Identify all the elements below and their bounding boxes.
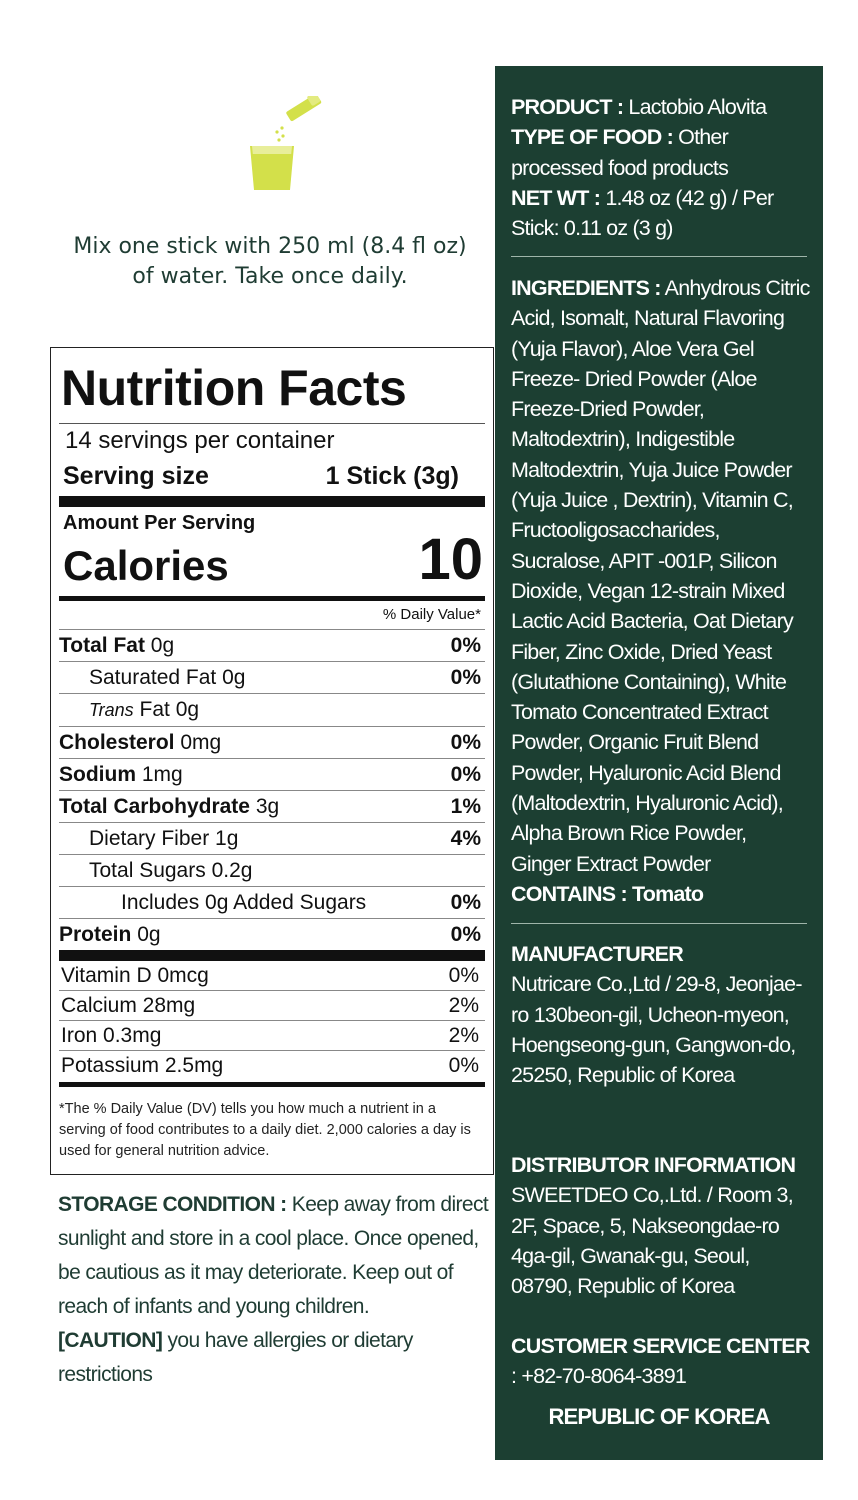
ingredients-section: INGREDIENTS : Anhydrous Citric Acid, Iso… (511, 273, 811, 909)
country-label: REPUBLIC OF KOREA (548, 1404, 770, 1429)
product-label: PRODUCT : (511, 95, 624, 119)
vitamins-list: Vitamin D 0mcg 0% Calcium 28mg 2% Iron 0.3… (59, 961, 485, 1080)
distributor-text: SWEETDEO Co,.Ltd. / Room 3, 2F, Space, 5… (511, 1183, 794, 1299)
product-value: Lactobio Alovita (623, 95, 767, 119)
customer-service-phone: : +82-70-8064-3891 (511, 1364, 687, 1389)
manufacturer-text: Nutricare Co.,Ltd / 29-8, Jeonjae-ro 130… (511, 972, 802, 1088)
directions-text: Mix one stick with 250 ml (8.4 fl oz) of… (30, 232, 510, 292)
vitamin-row: Vitamin D 0mcg 0% (61, 964, 479, 987)
serving-size-label: Serving size (63, 462, 209, 490)
nutrient-row-trans-fat: Trans Fat 0g (59, 693, 485, 726)
ingredients-label: INGREDIENTS : (511, 276, 661, 300)
nutrition-facts-panel: Nutrition Facts 14 servings per containe… (50, 347, 494, 1175)
net-wt-label: NET WT : (511, 185, 601, 210)
storage-text: Keep away from direct sunlight and store… (58, 1193, 489, 1318)
type-of-food-label: TYPE OF FOOD : (511, 125, 674, 150)
customer-service-title: CUSTOMER SERVICE CENTER (511, 1334, 810, 1358)
calories-row: Calories 10 (59, 528, 485, 592)
nutrient-row-total-carbohydrate: Total Carbohydrate 3g 1% (59, 790, 485, 822)
calories-value: 10 (418, 527, 483, 592)
nutrient-row-added-sugars: Includes 0g Added Sugars 0% (59, 886, 485, 918)
product-section: PRODUCT : Lactobio Alovita TYPE OF FOOD … (511, 92, 811, 243)
nutrient-row-saturated-fat: Saturated Fat 0g 0% (59, 661, 485, 693)
nutrient-row-sodium: Sodium 1mg 0% (59, 758, 485, 790)
contains-label: CONTAINS : (511, 881, 628, 906)
nutrient-row-protein: Protein 0g 0% (59, 918, 485, 950)
mix-drink-icon (236, 92, 336, 196)
vitamin-row: Calcium 28mg 2% (59, 990, 485, 1020)
nutrition-facts-title: Nutrition Facts (61, 360, 407, 416)
amount-per-serving: Amount Per Serving (63, 512, 256, 534)
contains-value: Tomato (626, 881, 704, 906)
daily-value-footnote: *The % Daily Value (DV) tells you how mu… (59, 1101, 471, 1159)
nutrient-row-total-sugars: Total Sugars 0.2g (59, 854, 485, 886)
serving-size-value: 1 Stick (3g) (325, 462, 459, 490)
serving-size-row: Serving size 1 Stick (3g) (59, 458, 485, 494)
caution-text: you have allergies or dietary restrictio… (58, 1329, 413, 1386)
directions-line-2: of water. Take once daily. (132, 264, 408, 289)
nutrient-row-dietary-fiber: Dietary Fiber 1g 4% (59, 822, 485, 854)
directions-line-1: Mix one stick with 250 ml (8.4 fl oz) (73, 234, 467, 259)
distributor-section: DISTRIBUTOR INFORMATION SWEETDEO Co,.Ltd… (511, 1150, 811, 1301)
nutrient-row-total-fat: Total Fat 0g 0% (59, 629, 485, 661)
daily-value-header: % Daily Value* (382, 606, 481, 623)
caution-label: [CAUTION] (58, 1329, 163, 1352)
manufacturer-title: MANUFACTURER (511, 942, 684, 966)
manufacturer-section: MANUFACTURER Nutricare Co.,Ltd / 29-8, J… (511, 939, 811, 1090)
distributor-title: DISTRIBUTOR INFORMATION (511, 1153, 796, 1177)
vitamin-row: Iron 0.3mg 2% (59, 1020, 485, 1050)
ingredients-text: Anhydrous Citric Acid, Isomalt, Natural … (511, 276, 810, 876)
net-wt-value: 1.48 oz (42 g) / Per Stick: 0.11 oz (3 g… (511, 185, 774, 241)
nutrient-row-cholesterol: Cholesterol 0mg 0% (59, 726, 485, 758)
vitamin-row: Potassium 2.5mg 0% (59, 1050, 485, 1080)
servings-per-container: 14 servings per container (65, 427, 335, 454)
calories-label: Calories (63, 542, 229, 589)
type-of-food-value: Other processed food products (511, 125, 729, 180)
storage-condition: STORAGE CONDITION : Keep away from direc… (58, 1188, 498, 1392)
product-info-panel: PRODUCT : Lactobio Alovita TYPE OF FOOD … (495, 66, 823, 1460)
customer-service-section: CUSTOMER SERVICE CENTER : +82-70-8064-38… (511, 1331, 811, 1392)
storage-label: STORAGE CONDITION : (58, 1193, 287, 1216)
